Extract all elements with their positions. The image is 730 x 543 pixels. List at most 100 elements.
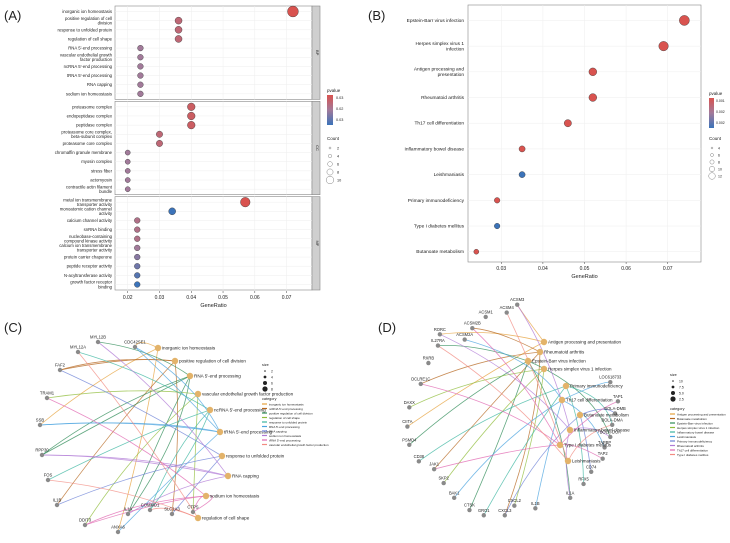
legend-tick: 12 [718,175,722,179]
edge [56,360,176,506]
data-point [124,158,131,165]
gene-label: BOLA-DOA [600,429,621,434]
edge [41,454,229,477]
data-point [174,16,183,25]
x-tick-label: 0.03 [496,266,506,272]
legend-title: size [670,373,677,377]
panel-label-a: (A) [4,8,21,23]
term-label: proteasome core complex, beta-subunit com… [61,129,112,139]
legend-size-dot [326,175,335,184]
data-point [588,67,597,76]
edge [407,341,545,427]
gene-node [451,495,457,501]
term-label: Antigen processing and presentation [414,67,464,79]
data-point [168,207,176,216]
gene-node [75,349,81,355]
x-tick-label: 0.05 [580,266,590,272]
gene-node [581,481,586,487]
gene-node [441,480,446,486]
gene-node [82,522,88,528]
x-tick-label: 0.07 [282,295,292,301]
gene-node [115,529,121,535]
gene-node [190,509,196,515]
legend-tick: 4 [718,147,720,151]
facet-strip [311,196,321,291]
gene-label: IL1A [124,507,133,512]
legend-tick: 8 [718,161,720,165]
gene-node [467,507,472,513]
edge [134,346,221,433]
legend-tick: 2 [337,147,339,151]
legend-size-dot [709,166,715,172]
data-point [287,5,299,18]
gene-node [125,511,131,517]
gene-node [37,422,43,428]
legend-item: Rheumatoid arthritis [677,444,704,448]
term-label: Herpes simplex virus 1 infection [548,367,612,372]
data-point [518,171,526,178]
gene-node [435,343,441,348]
gene-node [437,332,443,337]
term-node [202,492,210,500]
facet-strip [311,101,321,195]
x-tick-label: 0.06 [250,295,260,301]
term-label: stress fiber [91,168,113,173]
edge [469,360,529,511]
term-label: tRNA 5'-end processing [224,430,273,435]
edge [59,359,176,371]
edge [171,360,179,515]
edge [171,455,223,515]
legend-tick: 0.002 [716,121,725,125]
data-point [187,102,196,111]
gene-label: PSMD4 [402,437,417,442]
legend-tick: 6 [271,382,273,386]
edge [149,409,211,511]
term-node [566,426,574,434]
legend-size-dot [671,385,675,389]
edge [46,390,199,399]
edge [527,360,571,498]
legend-tick: 10 [679,380,683,384]
edge [443,368,545,484]
term-label: peptide receptor activity [67,264,113,269]
data-point [134,235,141,242]
gene-label: CTPS [187,505,198,510]
term-node [576,411,584,419]
facet-label: BP [315,50,320,56]
edge [483,385,567,516]
term-label: RNA capping [232,474,259,479]
gene-node [418,381,423,387]
edge [565,385,613,425]
legend-tick: 8 [337,171,339,175]
legend-tick: 5.0 [679,392,684,396]
x-tick-label: 0.02 [123,295,133,301]
legend-size-dot [709,159,715,165]
edge [437,345,569,462]
gene-label: GRO1 [478,508,490,513]
edge [420,351,541,385]
term-label: metal ion transmembrane transporter activ… [63,197,113,207]
data-point [494,197,501,204]
gene-label: CDC42SE1 [124,340,146,345]
data-point [588,93,597,102]
gene-label: LOC618733 [599,375,622,380]
gene-label: CIITA [402,419,412,424]
legend-item: RNA 5'-end processing [269,425,300,429]
gene-label: COMMD1 [141,503,160,508]
term-label: monoatomic cation channel activity [60,207,113,217]
gene-label: FOS [44,473,53,478]
color-bar [709,98,714,128]
term-label: Butanoate metabolism [584,413,629,418]
edge [409,368,545,408]
edge [39,422,221,433]
gene-label: DAXX [404,400,415,405]
data-point [187,121,196,130]
gene-node [470,326,475,331]
term-node [171,357,179,365]
x-tick-label: 0.07 [663,266,673,272]
gene-label: CD38 [414,454,425,459]
legend-item: Leishmaniasis [677,435,697,439]
term-node [540,338,548,346]
legend-tick: 2 [271,370,273,374]
facet-label: CC [315,145,320,151]
